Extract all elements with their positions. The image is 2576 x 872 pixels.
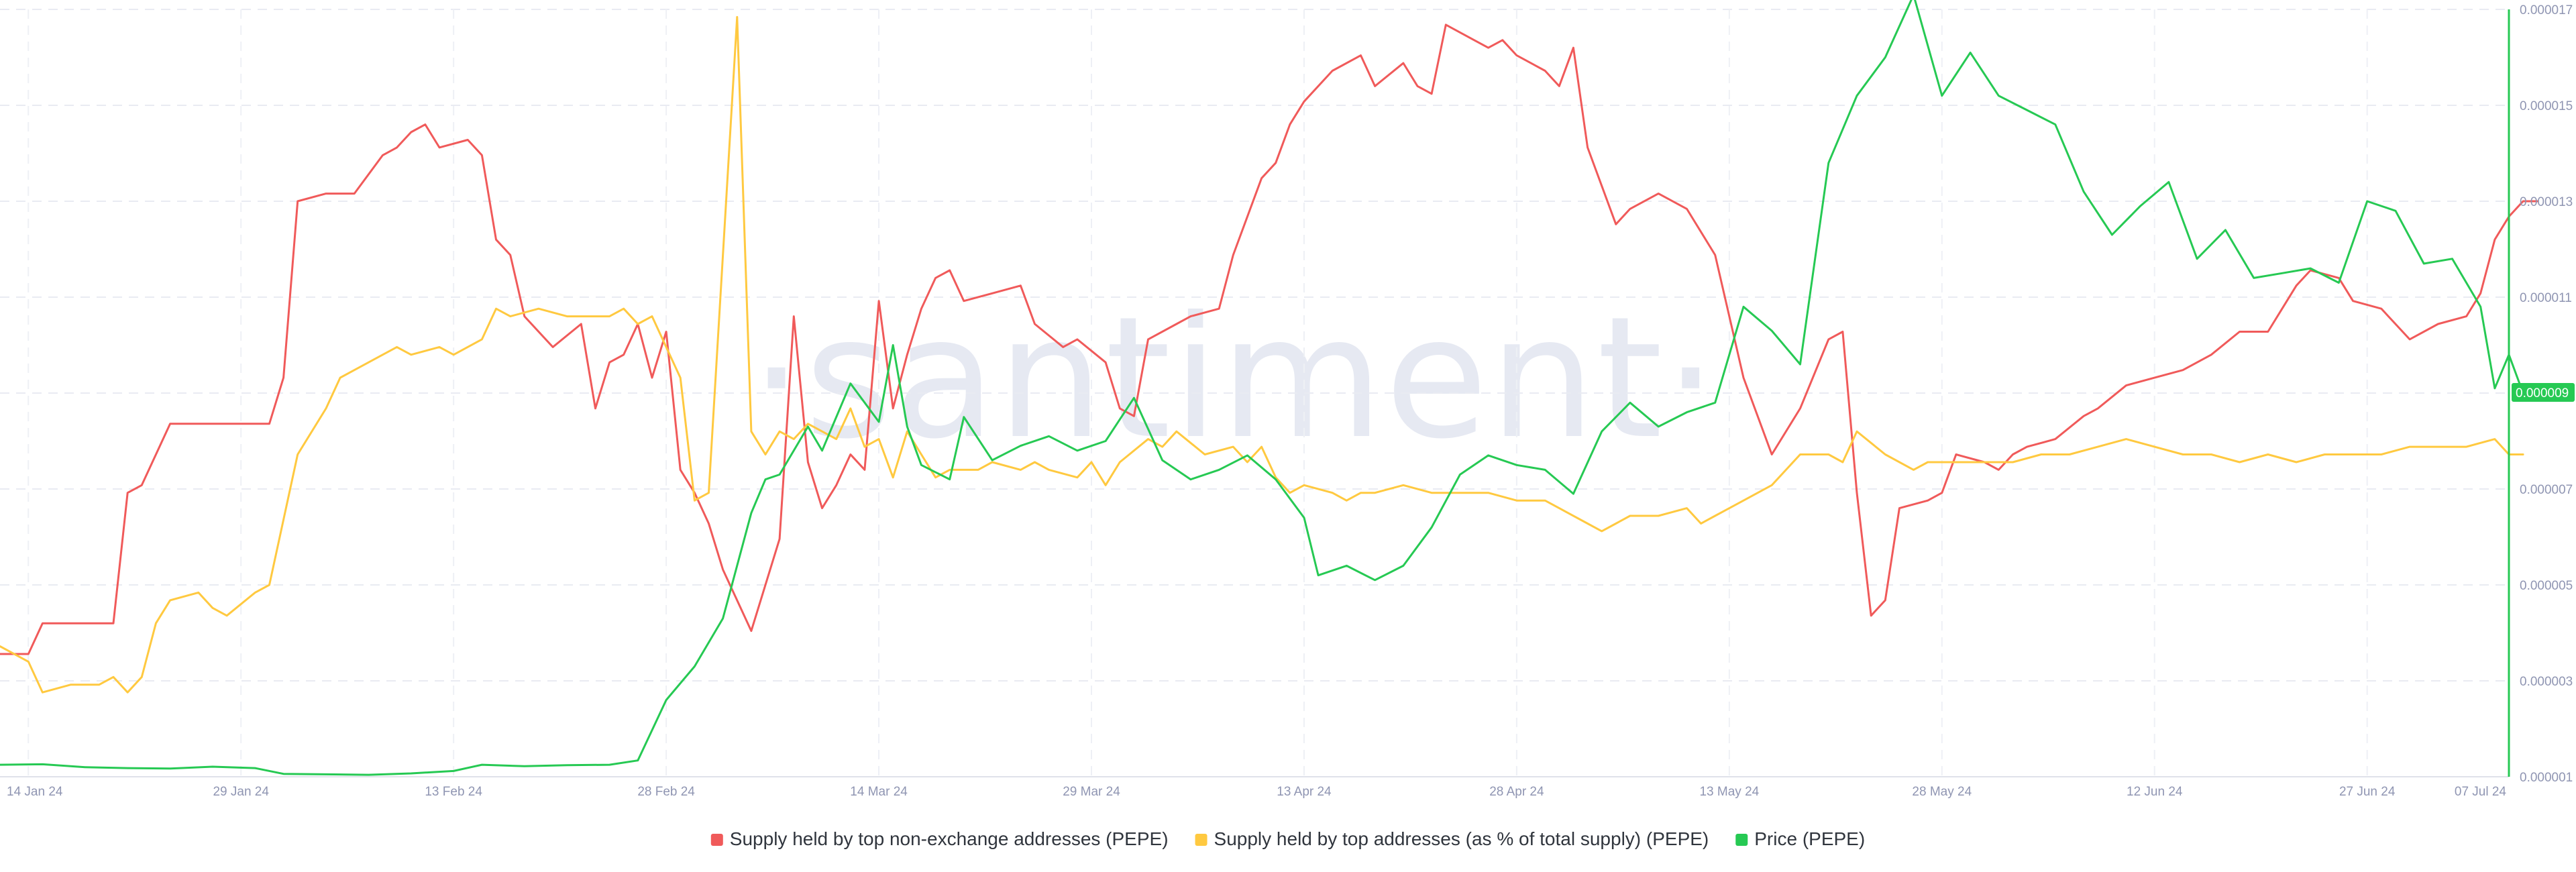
legend-item-3: Price (PEPE) <box>1735 828 1865 849</box>
x-tick-label: 27 Jun 24 <box>2339 785 2396 799</box>
y-tick-label: 0.000013 <box>2520 195 2573 209</box>
watermark: ·santiment· <box>750 280 1719 476</box>
y-tick-label: 0.000017 <box>2520 3 2573 17</box>
y-tick-label: 0.000015 <box>2520 99 2573 113</box>
y-tick-label: 0.000007 <box>2520 483 2573 497</box>
legend-label: Supply held by top addresses (as % of to… <box>1214 828 1709 849</box>
x-tick-label: 28 Feb 24 <box>637 785 695 799</box>
x-tick-label: 14 Jan 24 <box>7 785 63 799</box>
x-tick-label: 28 May 24 <box>1912 785 1972 799</box>
x-tick-label: 29 Mar 24 <box>1063 785 1120 799</box>
legend-label: Price (PEPE) <box>1754 828 1865 849</box>
x-tick-label: 29 Jan 24 <box>213 785 269 799</box>
y-tick-label: 0.000011 <box>2520 291 2572 305</box>
y-tick-label: 0.000001 <box>2520 771 2573 785</box>
x-tick-label: 13 May 24 <box>1699 785 1759 799</box>
series-line-3 <box>0 0 2524 776</box>
series-layer <box>0 0 2538 776</box>
x-tick-label: 13 Apr 24 <box>1277 785 1332 799</box>
legend-item-2: Supply held by top addresses (as % of to… <box>1195 828 1709 849</box>
legend-label: Supply held by top non-exchange addresse… <box>730 828 1169 849</box>
x-tick-label: 12 Jun 24 <box>2127 785 2183 799</box>
x-tick-label: 13 Feb 24 <box>425 785 482 799</box>
legend: Supply held by top non-exchange addresse… <box>710 828 1865 849</box>
current-price-tag <box>2512 383 2575 402</box>
x-tick-label: 28 Apr 24 <box>1489 785 1544 799</box>
y-tick-label: 0.000003 <box>2520 675 2573 689</box>
x-tick-label: 14 Mar 24 <box>850 785 908 799</box>
series-line-1 <box>0 23 2538 655</box>
current-price-label: 0.000009 <box>2516 386 2569 400</box>
x-tick-label: 07 Jul 24 <box>2455 785 2507 799</box>
legend-item-1: Supply held by top non-exchange addresse… <box>710 828 1169 849</box>
series-line-2 <box>0 15 2524 694</box>
legend-swatch <box>1195 834 1208 846</box>
axes: 0.000017 0.000015 0.000013 0.000011 0.000009… <box>0 3 2575 799</box>
legend-swatch <box>1735 834 1748 846</box>
y-tick-label: 0.000005 <box>2520 579 2573 593</box>
legend-swatch <box>710 834 723 846</box>
